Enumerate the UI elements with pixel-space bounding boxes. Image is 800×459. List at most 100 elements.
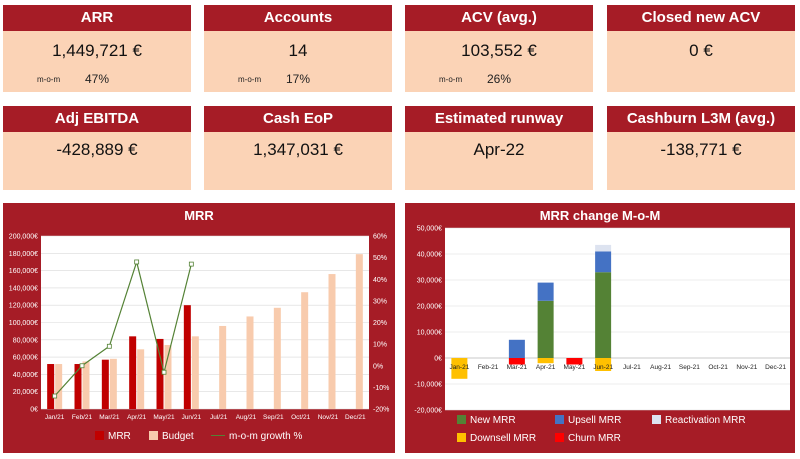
x-tick-label: Nov-21 (736, 364, 757, 371)
point-growth (106, 343, 112, 349)
bar-downsell-mrr (451, 358, 468, 379)
bar-upsell-mrr (595, 251, 612, 273)
kpi-value: 14 (288, 41, 308, 60)
legend-swatch-new-mrr (457, 415, 466, 424)
legend-label: Budget (162, 431, 194, 442)
bar-downsell-mrr (595, 358, 612, 371)
kpi-title: ACV (avg.) (405, 5, 593, 31)
line-growth (54, 259, 192, 397)
x-tick-label: Mar-21 (507, 364, 528, 371)
x-tick-label: Jan-21 (449, 364, 469, 371)
y-tick-label: 60,000€ (13, 355, 38, 362)
kpi-value: -428,889 € (56, 140, 138, 159)
x-tick-label: Feb/21 (72, 414, 93, 421)
legend-item-downsell-mrr: Downsell MRR (457, 433, 536, 444)
bar-upsell-mrr (537, 282, 554, 301)
x-tick-label: Oct-21 (708, 364, 728, 371)
point-growth (79, 363, 85, 369)
bar-mrr (129, 336, 137, 409)
legend-item-mrr: MRR (95, 431, 131, 442)
x-tick-label: Feb-21 (478, 364, 499, 371)
y-tick-label: 30,000€ (417, 278, 442, 285)
x-tick-label: Oct/21 (291, 414, 311, 421)
y-tick-label: -20,000€ (414, 408, 442, 415)
y2-tick-label: 0% (373, 363, 383, 370)
kpi-card-cash-eop: Cash EoP 1,347,031 € (204, 106, 392, 190)
kpi-mom-value: 47% (85, 72, 110, 86)
mrr-change-chart-title: MRR change M-o-M (539, 208, 661, 223)
legend-item-budget: Budget (149, 431, 194, 442)
y2-tick-label: 20% (373, 320, 387, 327)
legend-swatch-growth (211, 435, 225, 436)
kpi-mom-value: 26% (487, 72, 512, 86)
kpi-mom-label: m-o-m (238, 75, 262, 84)
mrr-chart: 0€ 20,000€ 40,000€ 60,000€ 80,000€ 100,000€ 12… (9, 234, 390, 422)
legend-swatch-budget (149, 431, 158, 440)
bar-budget (355, 254, 363, 409)
bar-mrr (156, 338, 164, 409)
x-tick-label: Aug/21 (236, 414, 257, 421)
y-tick-label: 80,000€ (13, 337, 38, 344)
mrr-change-plot-area (445, 228, 790, 410)
x-tick-label: Mar/21 (99, 414, 120, 421)
x-tick-label: Jan/21 (45, 414, 65, 421)
x-tick-label: Jun-21 (593, 364, 613, 371)
y-tick-label: 10,000€ (417, 330, 442, 337)
kpi-mom-label: m-o-m (37, 75, 61, 84)
kpi-value: 103,552 € (461, 41, 537, 60)
bar-budget (301, 292, 309, 409)
bar-mrr (183, 305, 191, 409)
legend-swatch-mrr (95, 431, 104, 440)
kpi-card-estimated-runway: Estimated runway Apr-22 (405, 106, 593, 190)
bar-budget (164, 344, 172, 409)
mrr-change-legend: New MRR Upsell MRR Reactivation MRR Down… (405, 413, 795, 453)
point-growth (52, 393, 58, 399)
x-tick-label: Dec/21 (345, 414, 366, 421)
x-tick-label: Sep-21 (679, 364, 700, 371)
y-tick-label: 40,000€ (13, 372, 38, 379)
x-tick-label: Nov/21 (318, 414, 339, 421)
bar-churn-mrr (566, 358, 583, 365)
legend-item-churn-mrr: Churn MRR (555, 433, 621, 444)
bar-budget (109, 358, 117, 409)
kpi-card-cashburn: Cashburn L3M (avg.) -138,771 € (607, 106, 795, 190)
bar-new-mrr (537, 300, 554, 358)
kpi-card-acv: ACV (avg.) 103,552 € m-o-m 26% (405, 5, 593, 92)
legend-item-reactivation-mrr: Reactivation MRR (652, 415, 746, 426)
x-tick-label: May-21 (564, 364, 586, 371)
kpi-card-adj-ebitda: Adj EBITDA -428,889 € (3, 106, 191, 190)
x-tick-label: Jul-21 (623, 364, 641, 371)
legend-swatch-upsell-mrr (555, 415, 564, 424)
y-tick-label: 0€ (434, 356, 442, 363)
x-tick-label: Dec-21 (765, 364, 786, 371)
bar-new-mrr (595, 272, 612, 358)
y-tick-label: 120,000€ (9, 303, 38, 310)
kpi-title: Accounts (204, 5, 392, 31)
point-growth (134, 259, 140, 265)
mrr-chart-title: MRR (184, 208, 214, 223)
y2-tick-label: 40% (373, 277, 387, 284)
bar-reactivation-mrr (595, 244, 612, 252)
bar-budget (191, 336, 199, 409)
legend-swatch-reactivation-mrr (652, 415, 661, 424)
bar-budget (82, 361, 90, 409)
y2-tick-label: 30% (373, 298, 387, 305)
legend-label: Churn MRR (568, 433, 621, 444)
legend-label: New MRR (470, 415, 516, 426)
kpi-title: Cashburn L3M (avg.) (607, 106, 795, 132)
legend-label: Downsell MRR (470, 433, 537, 444)
kpi-value: 0 € (689, 41, 713, 60)
kpi-title: Cash EoP (204, 106, 392, 132)
legend-item-upsell-mrr: Upsell MRR (555, 415, 621, 426)
y-tick-label: 100,000€ (9, 320, 38, 327)
kpi-card-closed-new-acv: Closed new ACV 0 € (607, 5, 795, 92)
bar-budget (328, 274, 336, 409)
y-tick-label: 140,000€ (9, 285, 38, 292)
x-tick-label: Apr/21 (127, 414, 147, 421)
kpi-value: Apr-22 (473, 140, 525, 159)
bar-churn-mrr (508, 358, 525, 365)
bar-mrr (74, 364, 82, 409)
legend-label: m-o-m growth % (229, 431, 303, 442)
kpi-title: ARR (3, 5, 191, 31)
y-tick-label: 40,000€ (417, 252, 442, 259)
